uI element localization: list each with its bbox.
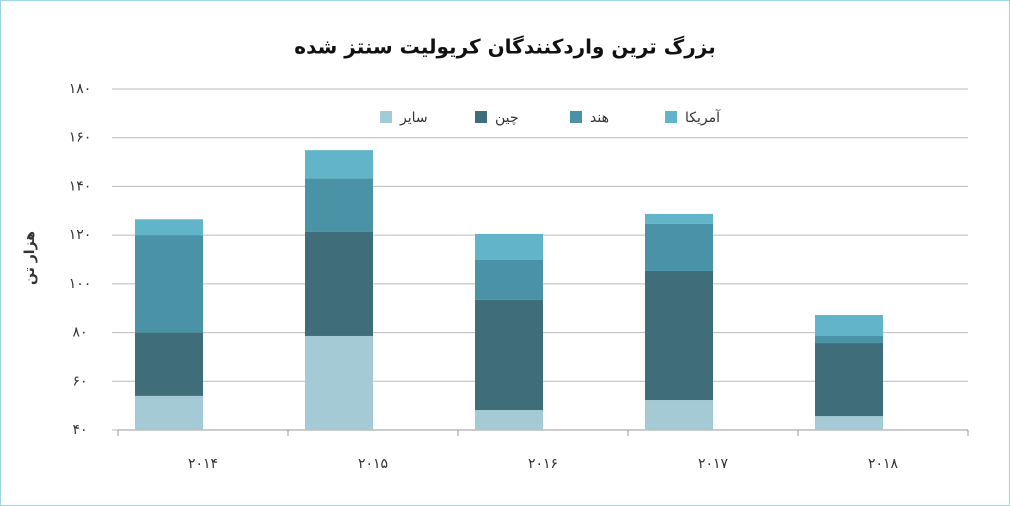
chart-title: بزرگ ترین واردکنندگان کریولیت سنتز شده: [294, 35, 715, 59]
bar-segment: [135, 332, 203, 396]
x-tick-label: ۲۰۱۴: [188, 456, 218, 472]
bar-segment: [135, 235, 203, 333]
legend-swatch: [380, 111, 392, 123]
bar-segment: [645, 223, 713, 271]
bar-segment: [475, 299, 543, 411]
y-tick-label: ۴۰: [72, 422, 87, 438]
bar-segment: [475, 259, 543, 300]
legend-label: چین: [495, 110, 519, 126]
bar-segment: [475, 233, 543, 260]
bar-segment: [815, 416, 883, 430]
y-axis-label: هزار تن: [22, 231, 38, 285]
y-tick-label: ۱۲۰: [69, 227, 92, 243]
bar-segment: [305, 335, 373, 430]
bar-segment: [815, 343, 883, 417]
bar-segment: [135, 219, 203, 236]
bar-segment: [645, 400, 713, 430]
y-tick-label: ۶۰: [72, 373, 87, 389]
x-tick-label: ۲۰۱۵: [358, 456, 388, 472]
bar-segment: [305, 231, 373, 336]
legend-swatch: [570, 111, 582, 123]
bar-segment: [475, 410, 543, 430]
legend-label: هند: [590, 110, 609, 126]
legend-swatch: [665, 111, 677, 123]
y-tick-label: ۱۸۰: [69, 81, 92, 97]
x-tick-label: ۲۰۱۶: [528, 456, 558, 472]
x-tick-label: ۲۰۱۸: [868, 456, 899, 472]
bar-segment: [305, 178, 373, 232]
legend-swatch: [475, 111, 487, 123]
bar-segment: [815, 335, 883, 344]
bar-segment: [135, 395, 203, 430]
x-tick-label: ۲۰۱۷: [698, 456, 729, 472]
y-tick-label: ۱۶۰: [69, 130, 92, 146]
legend-label: آمریکا: [685, 109, 721, 126]
legend-label: سایر: [399, 110, 428, 126]
y-tick-label: ۱۴۰: [69, 178, 92, 194]
bar-segment: [305, 150, 373, 179]
bar-segment: [645, 270, 713, 401]
bar-segment: [815, 315, 883, 336]
y-tick-label: ۸۰: [72, 325, 87, 341]
y-tick-label: ۱۰۰: [69, 276, 92, 292]
bar-segment: [645, 213, 713, 224]
